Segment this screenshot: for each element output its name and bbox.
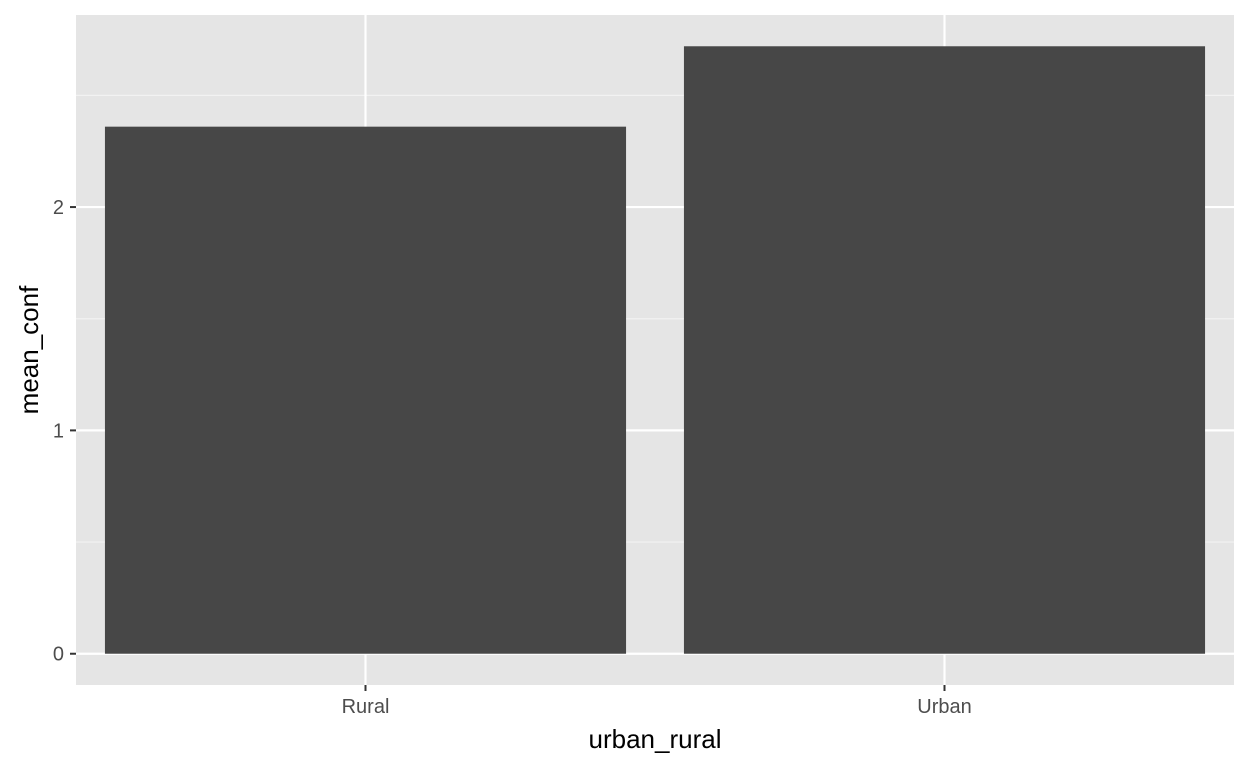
- y-axis: 0 1 2: [53, 197, 76, 666]
- y-axis-title: mean_conf: [14, 285, 44, 414]
- bars: [104, 46, 1206, 654]
- y-tick-label: 1: [53, 420, 64, 442]
- x-axis: Rural Urban: [342, 685, 972, 718]
- x-tick-label: Urban: [917, 696, 971, 718]
- x-axis-title: urban_rural: [589, 724, 722, 754]
- y-tick-label: 0: [53, 644, 64, 666]
- x-tick-label: Rural: [342, 696, 390, 718]
- y-tick-label: 2: [53, 197, 64, 219]
- bar-urban: [683, 46, 1206, 654]
- bar-rural: [104, 126, 627, 654]
